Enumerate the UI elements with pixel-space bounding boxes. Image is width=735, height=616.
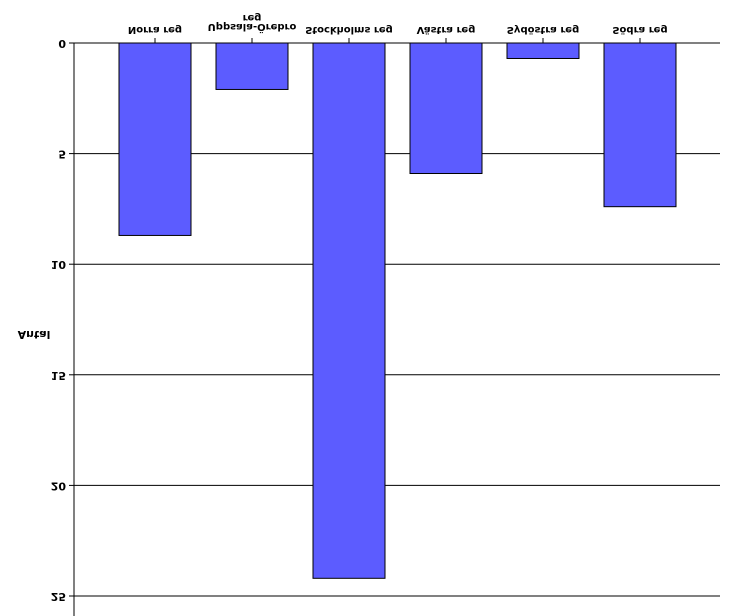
bar — [603, 42, 677, 208]
y-tick-label: 0 — [58, 37, 66, 50]
y-axis-title: Antal — [18, 328, 51, 341]
y-tick-label: 25 — [51, 590, 66, 603]
bar — [506, 42, 580, 59]
y-tick-label: 10 — [51, 258, 67, 271]
x-category-label: reg — [243, 12, 262, 23]
bar — [118, 42, 192, 236]
y-tick-label: 15 — [51, 369, 66, 382]
x-category-label: Sydöstra reg — [507, 24, 580, 35]
bar — [312, 42, 386, 579]
bars — [118, 42, 677, 579]
x-category-label: Västra reg — [417, 24, 476, 35]
bar — [409, 42, 483, 175]
bar — [215, 42, 289, 90]
y-tick-label: 5 — [58, 148, 66, 161]
y-axis-ticks: 0 5 10 15 20 25 — [51, 37, 74, 603]
x-category-label: Uppsala-Örebro — [208, 21, 297, 35]
x-category-label: Stockholms reg — [305, 24, 393, 35]
x-category-label: Norra reg — [128, 24, 182, 35]
y-tick-label: 20 — [51, 479, 67, 492]
x-category-label: Södra reg — [612, 24, 667, 35]
